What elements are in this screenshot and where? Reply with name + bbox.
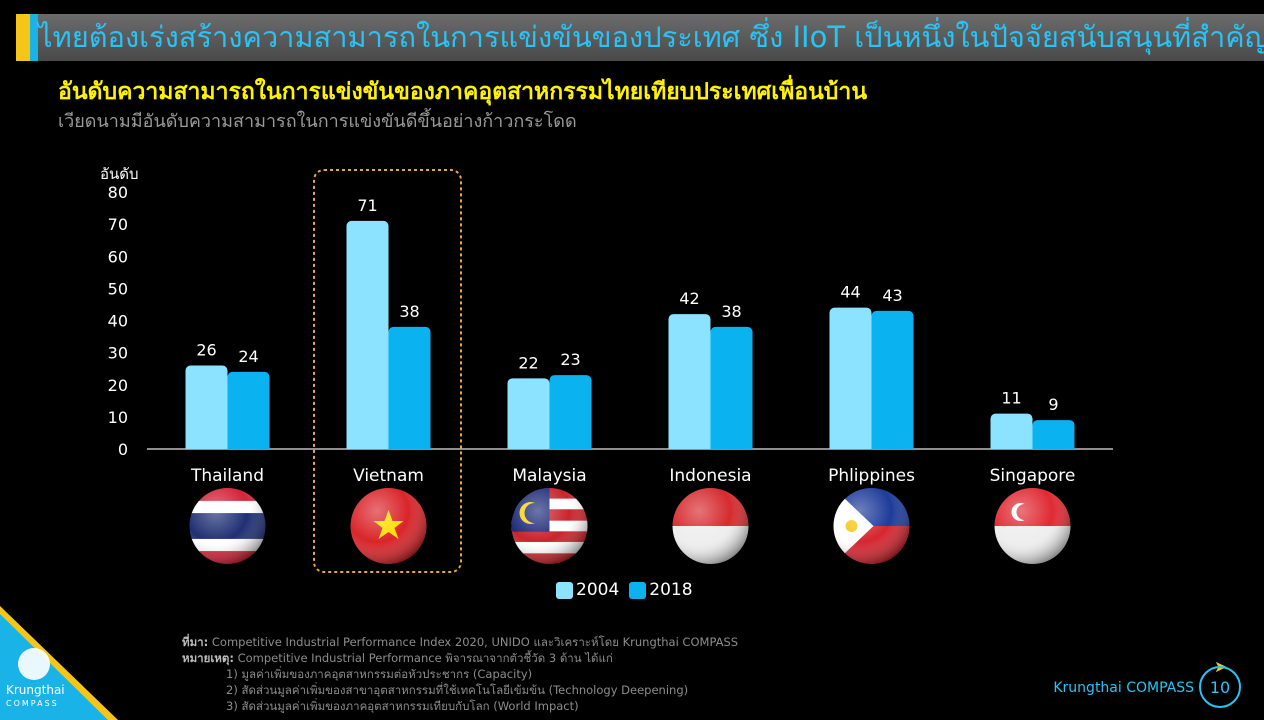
y-tick-label: 20 [108,376,128,395]
category-label-thailand: Thailand [190,466,264,486]
flag-shading [833,488,910,564]
footer-brand: Krungthai COMPASS [1053,680,1194,696]
title-bar: ไทยต้องเร่งสร้างความสามารถในการแข่งขันขอ… [16,14,1264,61]
flag-shading [672,488,749,564]
data-label-2018-indonesia: 38 [721,302,741,321]
source-note: ที่มา: Competitive Industrial Performanc… [182,634,738,650]
y-tick-label: 0 [118,440,128,459]
legend-label-2004: 2004 [576,580,620,600]
title-accent-yellow [16,14,30,61]
bar-fill-2018-phlippines [871,316,914,449]
y-tick-label: 10 [108,408,128,427]
flag-shading [189,488,266,564]
y-tick-label: 30 [108,344,128,363]
category-label-vietnam: Vietnam [353,466,424,486]
y-tick-label: 50 [108,279,128,298]
remark-label: หมายเหตุ: [182,651,234,665]
category-label-singapore: Singapore [990,466,1076,486]
data-label-2004-singapore: 11 [1001,389,1021,408]
remark-item-3: 3) สัดส่วนมูลค่าเพิ่มของภาคอุตสาหกรรมเที… [226,699,579,713]
data-label-2004-vietnam: 71 [357,196,377,215]
bar-fill-2004-vietnam [346,226,389,449]
bar-fill-2018-thailand [227,377,270,449]
footnotes: ที่มา: Competitive Industrial Performanc… [182,634,738,714]
bar-fill-2018-singapore [1032,426,1075,449]
bar-fill-2018-malaysia [549,381,592,449]
bar-fill-2004-malaysia [507,384,550,449]
remark-note: หมายเหตุ: Competitive Industrial Perform… [182,650,738,666]
bar-fill-2004-singapore [990,419,1033,449]
remark-item-1: 1) มูลค่าเพิ่มของภาคอุตสาหกรรมต่อหัวประช… [226,667,533,681]
page-number: 10 [1199,666,1241,708]
y-tick-label: 60 [108,247,128,266]
data-label-2004-phlippines: 44 [840,283,860,302]
y-tick-label: 40 [108,312,128,331]
flag-shading [511,488,588,564]
logo-subtext: COMPASS [6,699,59,708]
data-label-2018-vietnam: 38 [399,302,419,321]
flag-shading [350,488,427,564]
bar-fill-2018-indonesia [710,332,753,449]
data-label-2018-singapore: 9 [1048,395,1058,414]
data-label-2018-malaysia: 23 [560,350,580,369]
bar-fill-2004-phlippines [829,313,872,449]
category-label-indonesia: Indonesia [669,466,751,486]
legend: 2004 2018 [556,580,693,600]
category-label-malaysia: Malaysia [512,466,586,486]
data-label-2004-malaysia: 22 [518,353,538,372]
data-label-2018-thailand: 24 [238,347,258,366]
title-accent-blue [30,14,38,61]
bar-fill-2004-indonesia [668,320,711,449]
krungthai-logo-icon [18,648,50,680]
source-label: ที่มา: [182,635,209,649]
legend-swatch-2004 [556,581,573,599]
chart-subtitle: เวียดนามมีอันดับความสามารถในการแข่งขันดี… [58,111,577,132]
category-label-phlippines: Phlippines [828,466,915,486]
data-label-2018-phlippines: 43 [882,286,902,305]
flag-shading [994,488,1071,564]
bar-fill-2004-thailand [185,371,228,449]
bar-fill-2018-vietnam [388,332,431,449]
y-axis-label: อันดับ [100,165,139,183]
data-label-2004-indonesia: 42 [679,289,699,308]
data-label-2004-thailand: 26 [196,340,216,359]
source-text: Competitive Industrial Performance Index… [211,635,739,649]
legend-item-2004: 2004 [556,580,619,600]
logo-text: Krungthai [6,683,65,697]
y-tick-label: 80 [108,183,128,202]
legend-label-2018: 2018 [649,580,693,600]
remark-item-2: 2) สัดส่วนมูลค่าเพิ่มของสาขาอุตสาหกรรมที… [226,683,689,697]
page-title: ไทยต้องเร่งสร้างความสามารถในการแข่งขันขอ… [38,20,1264,54]
bar-chart: 0 10 20 30 40 50 60 70 80 26 24 Thailand 71 38 Vietnam… [108,169,1113,573]
remark-text: Competitive Industrial Performance พิจาร… [237,651,613,665]
legend-swatch-2018 [629,581,647,599]
chart-title: อันดับความสามารถในการแข่งขันของภาคอุตสาห… [58,79,868,105]
y-tick-label: 70 [108,215,128,234]
legend-item-2018: 2018 [629,580,693,600]
